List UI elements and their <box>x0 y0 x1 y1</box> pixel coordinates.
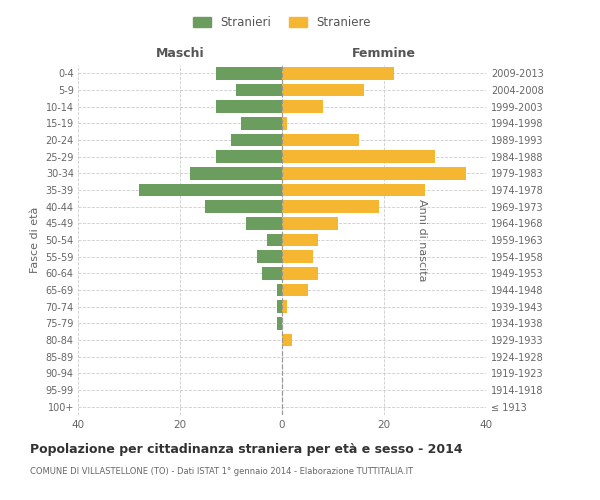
Bar <box>190 167 282 179</box>
Text: COMUNE DI VILLASTELLONE (TO) - Dati ISTAT 1° gennaio 2014 - Elaborazione TUTTITA: COMUNE DI VILLASTELLONE (TO) - Dati ISTA… <box>30 468 413 476</box>
Bar <box>282 234 318 246</box>
Bar <box>241 117 282 130</box>
Bar <box>282 117 287 130</box>
Bar <box>282 184 425 196</box>
Bar <box>282 217 338 230</box>
Bar <box>216 150 282 163</box>
Bar <box>282 134 359 146</box>
Text: Maschi: Maschi <box>155 47 205 60</box>
Bar <box>246 217 282 230</box>
Bar <box>236 84 282 96</box>
Bar <box>282 167 466 179</box>
Bar <box>282 250 313 263</box>
Y-axis label: Fasce di età: Fasce di età <box>30 207 40 273</box>
Bar <box>257 250 282 263</box>
Bar <box>282 100 323 113</box>
Bar <box>282 67 394 80</box>
Bar <box>282 300 287 313</box>
Bar <box>282 334 292 346</box>
Bar <box>266 234 282 246</box>
Bar <box>282 150 435 163</box>
Bar <box>282 267 318 280</box>
Bar <box>139 184 282 196</box>
Bar <box>205 200 282 213</box>
Y-axis label: Anni di nascita: Anni di nascita <box>416 198 427 281</box>
Bar <box>277 317 282 330</box>
Text: Popolazione per cittadinanza straniera per età e sesso - 2014: Popolazione per cittadinanza straniera p… <box>30 442 463 456</box>
Legend: Stranieri, Straniere: Stranieri, Straniere <box>188 12 376 34</box>
Bar <box>262 267 282 280</box>
Bar <box>231 134 282 146</box>
Bar <box>282 84 364 96</box>
Bar <box>282 284 308 296</box>
Bar <box>277 284 282 296</box>
Bar <box>277 300 282 313</box>
Bar <box>216 67 282 80</box>
Bar <box>282 200 379 213</box>
Text: Femmine: Femmine <box>352 47 416 60</box>
Bar <box>216 100 282 113</box>
